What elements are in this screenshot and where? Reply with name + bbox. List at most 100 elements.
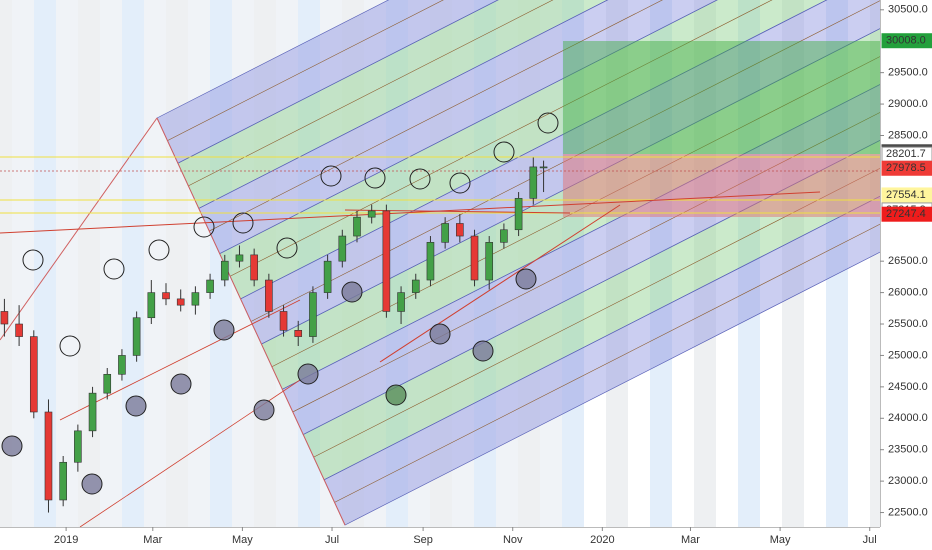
cycle-circle: [472, 340, 494, 362]
pitchfork-median: [229, 0, 773, 277]
cycle-circle: [22, 249, 44, 271]
month-stripe: [0, 0, 12, 527]
x-tick-label: Sep: [413, 534, 433, 546]
candle-body: [456, 223, 464, 237]
cycle-circle: [170, 373, 192, 395]
cycle-circle: [148, 239, 170, 261]
candle-body: [382, 210, 391, 312]
candle-body: [441, 223, 449, 243]
cycle-circle: [213, 319, 235, 341]
month-stripe: [694, 0, 716, 527]
y-tick-label: 25500.0: [888, 318, 928, 330]
candle-body: [250, 254, 258, 281]
cycle-circle: [125, 395, 147, 417]
candle-body: [206, 279, 214, 293]
loss-box: [563, 154, 880, 217]
candle-body: [279, 311, 288, 331]
pitchfork-median: [292, 112, 880, 413]
cycle-circle: [276, 237, 298, 259]
candle-body: [118, 355, 126, 375]
cycle-circle: [493, 141, 515, 163]
candle-body: [265, 279, 273, 312]
x-tick-label: Mar: [681, 534, 700, 546]
pitchfork-handle: [156, 117, 346, 526]
candle-body: [514, 198, 523, 231]
cycle-circle: [193, 216, 215, 238]
price-tag-label: 30008.0: [886, 35, 926, 47]
candle-body: [539, 166, 548, 169]
candle-body: [103, 373, 112, 394]
profit-box: [563, 41, 880, 154]
candle-body: [411, 279, 420, 293]
y-tick-label: 22500.0: [888, 506, 928, 518]
x-tick-label: 2019: [54, 534, 78, 546]
candle-body: [529, 166, 538, 199]
candle-body: [470, 235, 479, 281]
candle-body: [338, 235, 347, 262]
candle-body: [132, 317, 141, 356]
price-tag-label: 27978.5: [886, 162, 926, 174]
plot: [0, 157, 548, 513]
x-tick-label: Mar: [143, 534, 162, 546]
trend-line: [379, 204, 621, 363]
y-tick-label: 24500.0: [888, 381, 928, 393]
candle-body: [88, 392, 97, 432]
price-tag-label: 27554.1: [886, 189, 926, 201]
cycle-circle: [320, 165, 342, 187]
candle-body: [162, 292, 170, 300]
month-stripe: [34, 0, 56, 527]
y-tick-label: 26000.0: [888, 287, 928, 299]
trend-line: [0, 191, 821, 234]
month-stripe: [870, 0, 880, 527]
month-stripe: [122, 0, 144, 527]
price-tag: [881, 33, 932, 49]
candle-body: [15, 323, 23, 337]
candle-body: [59, 461, 67, 501]
price-tag: [881, 160, 932, 176]
candle-body: [367, 210, 376, 218]
price-tag-label: 28201.7: [886, 148, 926, 160]
price-tag: [881, 187, 932, 203]
month-stripe: [650, 0, 672, 527]
y-tick-label: 28500.0: [888, 129, 928, 141]
pitchfork-median: [209, 0, 663, 232]
y-tick-label: 25000.0: [888, 349, 928, 361]
candle-body: [220, 260, 229, 281]
x-tick-label: 2020: [590, 534, 614, 546]
pitchfork-median: [167, 0, 444, 141]
trend-line: [59, 299, 301, 421]
candle-body: [426, 242, 435, 281]
cycle-circle: [385, 384, 407, 406]
candle-body: [176, 298, 185, 306]
month-stripe: [342, 0, 364, 527]
candle-body: [485, 242, 494, 281]
candle-body: [353, 216, 361, 237]
y-tick-label: 23500.0: [888, 444, 928, 456]
candle-body: [29, 336, 38, 413]
cycle-circle: [429, 323, 451, 345]
cycle-circle: [449, 172, 471, 194]
plot-background: [0, 0, 880, 527]
y-tick-label: 24000.0: [888, 412, 928, 424]
cycle-circle: [515, 268, 537, 290]
month-stripe: [254, 0, 276, 527]
x-tick-label: Jul: [863, 534, 877, 546]
candle-body: [500, 229, 508, 243]
cycle-circle: [81, 473, 103, 495]
month-stripe: [562, 0, 584, 527]
candle-body: [147, 292, 156, 319]
month-stripe: [738, 0, 760, 527]
price-tag: [881, 206, 932, 222]
price-tag-label: 27247.4: [886, 208, 926, 220]
x-tick-label: Jul: [325, 534, 339, 546]
cycle-circle: [409, 168, 431, 190]
candle-body: [294, 330, 303, 337]
y-tick-label: 29500.0: [888, 67, 928, 79]
cycle-circle: [364, 167, 386, 189]
candle-body: [323, 260, 332, 293]
candle-body: [235, 254, 244, 262]
cycle-circle: [1, 435, 23, 457]
candle-body: [0, 311, 9, 325]
pitchfork-median: [188, 0, 554, 187]
